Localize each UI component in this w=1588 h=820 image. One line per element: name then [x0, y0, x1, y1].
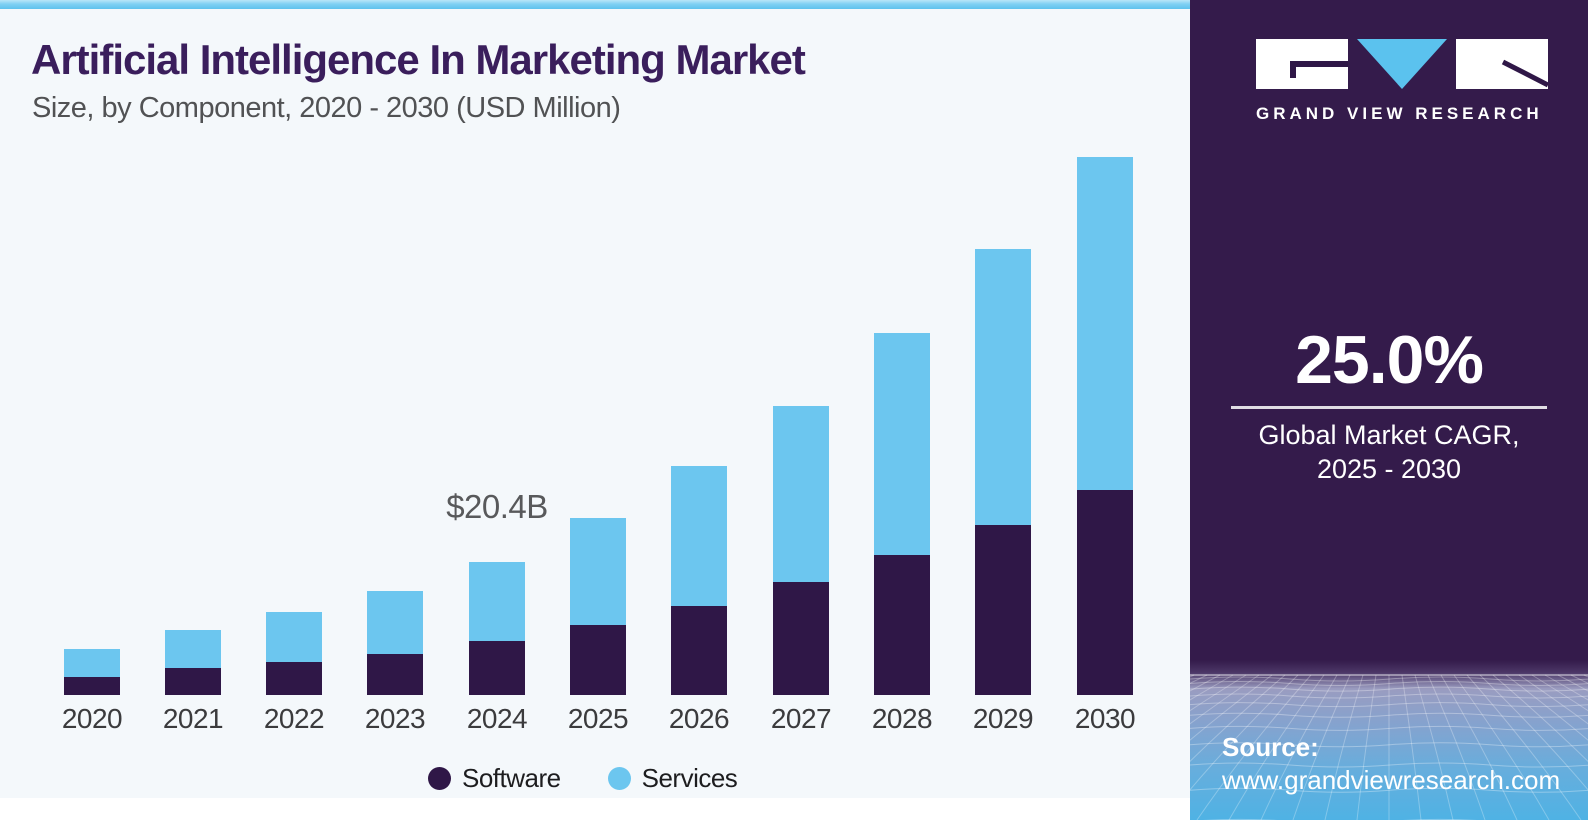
cagr-block: 25.0% Global Market CAGR, 2025 - 2030 [1190, 326, 1588, 487]
bar-2020 [64, 649, 120, 695]
x-axis-label-2028: 2028 [871, 703, 933, 734]
segment-software-2030 [1077, 490, 1133, 695]
x-axis-label-2021: 2021 [162, 703, 224, 734]
gvr-logo: GRAND VIEW RESEARCH [1256, 38, 1548, 124]
x-axis-label-2025: 2025 [567, 703, 629, 734]
x-axis-label-2024: 2024 [466, 703, 528, 734]
segment-software-2022 [266, 662, 322, 695]
segment-software-2020 [64, 677, 120, 695]
bar-2026 [671, 466, 727, 695]
cagr-value: 25.0% [1295, 322, 1484, 398]
segment-services-2020 [64, 649, 120, 677]
segment-services-2022 [266, 612, 322, 662]
brand-sidebar: GRAND VIEW RESEARCH 25.0% Global Market … [1190, 0, 1588, 820]
segment-software-2024 [469, 641, 525, 695]
source-block: Source: www.grandviewresearch.com [1222, 731, 1560, 796]
segment-services-2021 [165, 630, 221, 668]
page-title: Artificial Intelligence In Marketing Mar… [31, 36, 806, 83]
legend-label: Services [641, 763, 738, 793]
segment-services-2024 [469, 562, 525, 641]
wireframe-mesh-decoration [1190, 674, 1588, 820]
top-accent-stripe [0, 0, 1190, 9]
cagr-label-line1: Global Market CAGR, [1258, 420, 1520, 450]
source-label: Source: [1222, 732, 1319, 762]
segment-software-2026 [671, 606, 727, 695]
x-axis-label-2020: 2020 [61, 703, 123, 734]
bar-2028 [874, 333, 930, 695]
legend-label: Software [462, 763, 561, 793]
legend-dot-icon [428, 767, 451, 790]
segment-software-2027 [773, 582, 829, 695]
x-axis-label-2022: 2022 [263, 703, 325, 734]
brand-name: GRAND VIEW RESEARCH [1256, 104, 1543, 123]
segment-services-2029 [975, 249, 1031, 525]
gvr-logo-icon [1256, 39, 1548, 89]
chart-legend: Software Services [428, 763, 738, 794]
segment-services-2023 [367, 591, 423, 654]
bar-2021 [165, 630, 221, 695]
bar-2022 [266, 612, 322, 695]
x-axis-label-2030: 2030 [1074, 703, 1136, 734]
segment-software-2029 [975, 525, 1031, 695]
segment-software-2023 [367, 654, 423, 695]
segment-software-2025 [570, 625, 626, 695]
legend-item-software: Software [428, 763, 561, 794]
bar-2029 [975, 249, 1031, 695]
segment-services-2028 [874, 333, 930, 555]
bar-2030 [1077, 157, 1133, 695]
bar-2027 [773, 406, 829, 695]
cagr-divider [1231, 406, 1547, 409]
segment-services-2026 [671, 466, 727, 606]
bar-2024 [469, 562, 525, 695]
segment-software-2028 [874, 555, 930, 695]
x-axis-label-2027: 2027 [770, 703, 832, 734]
segment-software-2021 [165, 668, 221, 695]
source-url[interactable]: www.grandviewresearch.com [1222, 764, 1561, 795]
value-annotation: $20.4B [446, 488, 548, 525]
page-subtitle: Size, by Component, 2020 - 2030 (USD Mil… [32, 92, 621, 124]
cagr-label-line2: 2025 - 2030 [1316, 453, 1462, 484]
segment-services-2025 [570, 518, 626, 625]
chart-panel: Artificial Intelligence In Marketing Mar… [0, 9, 1190, 798]
bar-2023 [367, 591, 423, 695]
legend-item-services: Services [607, 763, 738, 794]
segment-services-2027 [773, 406, 829, 582]
stacked-bar-chart: 2020 2021 2022 2023 2024 $20.4B 2025 2026 2027 20… [0, 9, 1190, 798]
x-axis-label-2026: 2026 [668, 703, 730, 734]
bar-2025 [570, 518, 626, 695]
x-axis-label-2029: 2029 [972, 703, 1034, 734]
legend-dot-icon [607, 767, 631, 790]
segment-services-2030 [1077, 157, 1133, 490]
x-axis-label-2023: 2023 [364, 703, 426, 734]
